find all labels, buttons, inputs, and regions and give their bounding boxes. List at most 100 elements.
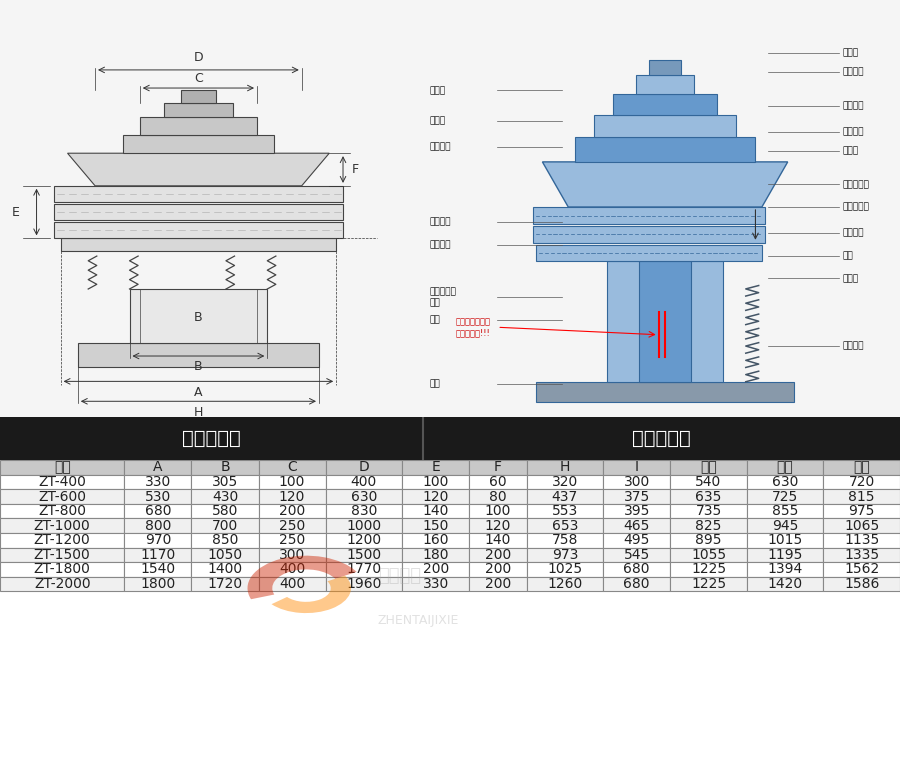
- Polygon shape: [543, 162, 788, 207]
- Text: 1960: 1960: [346, 577, 382, 591]
- Text: F: F: [352, 163, 359, 176]
- Bar: [607, 261, 724, 381]
- Text: 1135: 1135: [844, 534, 879, 548]
- Bar: [0, 489, 124, 504]
- Bar: [670, 576, 747, 591]
- Text: 1200: 1200: [346, 534, 382, 548]
- Text: 200: 200: [485, 548, 511, 562]
- Text: 635: 635: [696, 490, 722, 504]
- Text: 825: 825: [696, 519, 722, 533]
- Bar: [124, 533, 192, 548]
- Text: 545: 545: [624, 548, 650, 562]
- Text: 758: 758: [552, 534, 578, 548]
- Bar: [326, 576, 402, 591]
- Text: A: A: [153, 460, 163, 474]
- Bar: [824, 519, 900, 533]
- Text: 运输用固定螺栓
试机时去掉!!!: 运输用固定螺栓 试机时去掉!!!: [455, 317, 490, 337]
- Bar: [614, 94, 716, 115]
- Text: 一般结构图: 一般结构图: [632, 429, 691, 448]
- Text: ZT-600: ZT-600: [38, 490, 86, 504]
- Text: 小尺寸排料
束环: 小尺寸排料 束环: [429, 288, 456, 307]
- Text: 额外重锤板: 额外重锤板: [842, 203, 869, 211]
- Bar: [326, 475, 402, 489]
- Bar: [192, 533, 258, 548]
- Text: 160: 160: [422, 534, 449, 548]
- Text: 1050: 1050: [207, 548, 243, 562]
- Text: 1225: 1225: [691, 562, 726, 576]
- Bar: [326, 533, 402, 548]
- Bar: [0, 504, 124, 519]
- Bar: [670, 489, 747, 504]
- Bar: [747, 519, 824, 533]
- Text: ZT-400: ZT-400: [39, 475, 86, 489]
- Text: 305: 305: [212, 475, 239, 489]
- Bar: [526, 504, 603, 519]
- Bar: [192, 548, 258, 562]
- Text: 80: 80: [489, 490, 507, 504]
- Bar: [536, 245, 762, 261]
- Text: 橡胶球: 橡胶球: [842, 146, 859, 155]
- Text: 653: 653: [552, 519, 578, 533]
- Bar: [526, 519, 603, 533]
- Bar: [526, 533, 603, 548]
- Bar: [402, 460, 469, 475]
- Bar: [192, 489, 258, 504]
- Text: F: F: [494, 460, 502, 474]
- Text: 1335: 1335: [844, 548, 879, 562]
- Bar: [130, 289, 267, 343]
- Text: 120: 120: [485, 519, 511, 533]
- Text: 1770: 1770: [346, 562, 382, 576]
- Text: B: B: [220, 460, 230, 474]
- Text: 815: 815: [849, 490, 875, 504]
- Text: B: B: [194, 311, 202, 324]
- Text: 180: 180: [422, 548, 449, 562]
- Text: 球形清洁板: 球形清洁板: [842, 180, 869, 189]
- Text: 975: 975: [849, 504, 875, 518]
- Text: 200: 200: [485, 562, 511, 576]
- Text: 680: 680: [624, 577, 650, 591]
- Bar: [603, 562, 670, 576]
- Bar: [603, 548, 670, 562]
- Text: 720: 720: [849, 475, 875, 489]
- Bar: [124, 475, 192, 489]
- Bar: [526, 475, 603, 489]
- Bar: [824, 460, 900, 475]
- Bar: [0, 576, 124, 591]
- Text: 下部重锤: 下部重锤: [842, 342, 864, 350]
- Bar: [124, 576, 192, 591]
- Bar: [824, 562, 900, 576]
- Bar: [649, 60, 681, 76]
- Text: 430: 430: [212, 490, 239, 504]
- Bar: [258, 489, 326, 504]
- Bar: [402, 576, 469, 591]
- Text: 1540: 1540: [140, 562, 176, 576]
- Text: 250: 250: [279, 519, 305, 533]
- Bar: [670, 475, 747, 489]
- Text: 100: 100: [485, 504, 511, 518]
- Bar: [603, 576, 670, 591]
- Text: 振体: 振体: [842, 251, 853, 261]
- Text: 1170: 1170: [140, 548, 176, 562]
- Bar: [526, 460, 603, 475]
- Text: 二层: 二层: [777, 460, 794, 474]
- Bar: [469, 548, 526, 562]
- Text: 945: 945: [772, 519, 798, 533]
- Bar: [526, 562, 603, 576]
- Text: B: B: [194, 360, 202, 374]
- Text: 540: 540: [696, 475, 722, 489]
- Bar: [469, 489, 526, 504]
- Text: ZT-1500: ZT-1500: [34, 548, 91, 562]
- Bar: [402, 489, 469, 504]
- Text: 855: 855: [772, 504, 798, 518]
- Text: 630: 630: [351, 490, 377, 504]
- Text: 580: 580: [212, 504, 239, 518]
- Bar: [0, 533, 124, 548]
- Text: 1025: 1025: [547, 562, 582, 576]
- Text: ZT-1000: ZT-1000: [34, 519, 91, 533]
- Bar: [0, 460, 124, 475]
- Bar: [192, 576, 258, 591]
- Text: 400: 400: [351, 475, 377, 489]
- Bar: [258, 460, 326, 475]
- Bar: [639, 261, 691, 381]
- Bar: [747, 562, 824, 576]
